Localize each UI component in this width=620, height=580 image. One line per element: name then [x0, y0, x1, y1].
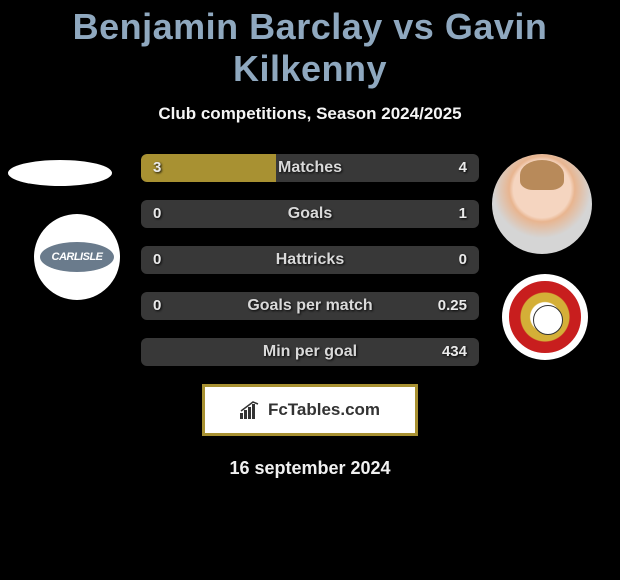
stat-row-matches: 3 Matches 4: [141, 154, 479, 182]
right-player-column: [492, 152, 602, 360]
date-text: 16 september 2024: [0, 458, 620, 479]
stat-value-right: 434: [442, 338, 467, 366]
right-player-avatar: [492, 154, 592, 254]
comparison-panel: CARLISLE 3 Matches 4 0 Goals 1 0 Hattric…: [0, 152, 620, 479]
stat-label: Hattricks: [141, 246, 479, 274]
left-club-text: CARLISLE: [40, 242, 114, 272]
right-club-badge-inner: [509, 281, 581, 353]
page-subtitle: Club competitions, Season 2024/2025: [0, 104, 620, 124]
stat-label: Matches: [141, 154, 479, 182]
stat-row-hattricks: 0 Hattricks 0: [141, 246, 479, 274]
stat-label: Min per goal: [141, 338, 479, 366]
stat-value-right: 0: [459, 246, 467, 274]
stat-value-right: 0.25: [438, 292, 467, 320]
stat-bars: 3 Matches 4 0 Goals 1 0 Hattricks 0 0 Go…: [141, 152, 479, 366]
left-player-avatar: [8, 160, 112, 186]
brand-chart-icon: [240, 401, 262, 419]
left-player-column: CARLISLE: [8, 152, 118, 300]
stat-value-right: 1: [459, 200, 467, 228]
stat-row-goals-per-match: 0 Goals per match 0.25: [141, 292, 479, 320]
stat-label: Goals per match: [141, 292, 479, 320]
stat-label: Goals: [141, 200, 479, 228]
right-club-badge: [502, 274, 588, 360]
brand-text: FcTables.com: [268, 400, 380, 420]
page-title: Benjamin Barclay vs Gavin Kilkenny: [0, 0, 620, 90]
brand-box: FcTables.com: [202, 384, 418, 436]
stat-row-goals: 0 Goals 1: [141, 200, 479, 228]
stat-row-min-per-goal: Min per goal 434: [141, 338, 479, 366]
left-club-badge: CARLISLE: [34, 214, 120, 300]
stat-value-right: 4: [459, 154, 467, 182]
